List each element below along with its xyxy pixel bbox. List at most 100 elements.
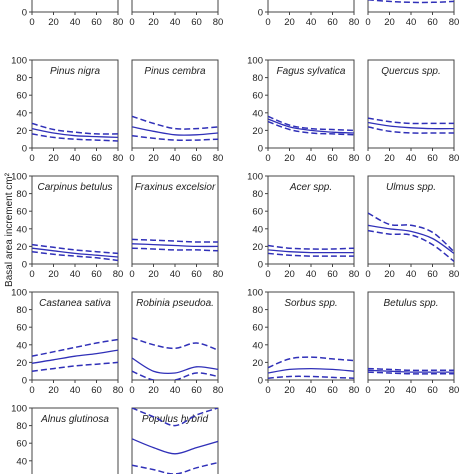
panel-title: Quercus spp. — [381, 66, 440, 77]
y-tick-label: 0 — [258, 144, 263, 155]
x-tick-label: 0 — [365, 385, 370, 396]
x-tick-label: 60 — [427, 153, 438, 164]
x-tick-label: 20 — [384, 17, 395, 28]
series-lower-bound — [368, 229, 454, 262]
series-upper-bound — [32, 338, 118, 357]
x-tick-label: 40 — [170, 385, 181, 396]
panel-frame — [31, 407, 119, 474]
y-tick-label: 80 — [252, 305, 263, 316]
y-tick-label: 60 — [16, 439, 27, 450]
y-tick-label: 40 — [252, 340, 263, 351]
y-tick-label: 40 — [16, 108, 27, 119]
panel-title: Populus hybrid — [142, 414, 209, 425]
x-tick-label: 0 — [265, 269, 270, 280]
series-upper-bound — [132, 115, 218, 130]
series-lower-bound — [268, 375, 354, 379]
panel-frame — [31, 0, 119, 13]
x-tick-label: 40 — [70, 153, 81, 164]
x-tick-label: 40 — [170, 269, 181, 280]
y-tick-label: 60 — [252, 323, 263, 334]
x-tick-label: 80 — [349, 17, 360, 28]
series-lower-bound — [368, 126, 454, 134]
series-fit-line — [268, 118, 354, 134]
y-tick-label: 0 — [22, 8, 27, 19]
y-tick-label: 80 — [252, 189, 263, 200]
x-tick-label: 80 — [113, 385, 124, 396]
x-tick-label: 80 — [113, 17, 124, 28]
series-lower-bound — [32, 133, 118, 142]
x-tick-label: 60 — [327, 269, 338, 280]
x-tick-label: 60 — [427, 17, 438, 28]
y-tick-label: 60 — [16, 323, 27, 334]
x-tick-label: 20 — [284, 153, 295, 164]
x-tick-label: 40 — [306, 17, 317, 28]
panel-title: Pinus cembra — [144, 66, 206, 77]
x-tick-label: 0 — [29, 385, 34, 396]
panel-title: Robinia pseudoa. — [136, 298, 214, 309]
y-tick-label: 60 — [16, 91, 27, 102]
x-tick-label: 60 — [191, 153, 202, 164]
x-tick-label: 80 — [213, 153, 224, 164]
x-tick-label: 60 — [191, 385, 202, 396]
series-lower-bound — [32, 361, 118, 372]
series-upper-bound — [368, 117, 454, 125]
x-tick-label: 60 — [91, 269, 102, 280]
x-tick-label: 20 — [148, 17, 159, 28]
y-tick-label: 80 — [16, 421, 27, 432]
y-tick-label: 20 — [252, 126, 263, 137]
x-tick-label: 60 — [327, 385, 338, 396]
panel-14: Sorbus spp. 0 20 40 60 80 100 0 20 40 60 80 — [247, 288, 359, 397]
x-tick-label: 0 — [365, 17, 370, 28]
panel-title: Fraxinus excelsior — [135, 182, 216, 193]
y-tick-label: 80 — [16, 73, 27, 84]
y-tick-label: 0 — [22, 144, 27, 155]
series-fit-line — [368, 121, 454, 130]
series-fit-line — [32, 247, 118, 258]
series-fit-line — [132, 126, 218, 136]
series-fit-line — [132, 357, 218, 375]
x-tick-label: 80 — [213, 385, 224, 396]
x-tick-label: 60 — [91, 153, 102, 164]
panel-title: Betulus spp. — [383, 298, 438, 309]
series-fit-line — [268, 249, 354, 254]
panel-0: 00 20 40 60 80 — [22, 0, 124, 28]
y-tick-label: 100 — [11, 404, 27, 415]
y-tick-label: 40 — [16, 224, 27, 235]
panel-frame — [267, 0, 355, 13]
series-lower-bound — [132, 461, 218, 474]
series-lower-bound — [132, 247, 218, 252]
y-tick-label: 60 — [252, 91, 263, 102]
y-tick-label: 20 — [16, 358, 27, 369]
x-tick-label: 0 — [365, 153, 370, 164]
panel-8: Carpinus betulus 0 20 40 60 80 100 0 20 40 60 80 — [11, 172, 123, 281]
y-tick-label: 40 — [252, 224, 263, 235]
panel-12: Castanea sativa 0 20 40 60 80 100 0 20 40 60 80 — [11, 288, 123, 397]
x-tick-label: 40 — [406, 269, 417, 280]
y-tick-label: 0 — [258, 260, 263, 271]
panel-title: Sorbus spp. — [284, 298, 337, 309]
x-tick-label: 40 — [170, 17, 181, 28]
x-tick-label: 0 — [129, 17, 134, 28]
y-tick-label: 0 — [258, 376, 263, 387]
panel-title: Acer spp. — [289, 182, 332, 193]
y-tick-label: 40 — [252, 108, 263, 119]
panel-frame — [131, 0, 219, 13]
x-tick-label: 20 — [384, 385, 395, 396]
series-upper-bound — [32, 243, 118, 255]
x-tick-label: 40 — [306, 385, 317, 396]
x-tick-label: 80 — [113, 269, 124, 280]
panel-title: Fagus sylvatica — [277, 66, 346, 77]
panel-10: Acer spp. 0 20 40 60 80 100 0 20 40 60 80 — [247, 172, 359, 281]
panel-15: Betulus spp. 0 20 40 60 80 — [365, 291, 459, 396]
series-lower-bound — [132, 134, 218, 142]
series-fit-line — [268, 367, 354, 374]
x-tick-label: 80 — [113, 153, 124, 164]
y-axis-label: Basal area increment cm² — [4, 172, 15, 287]
x-tick-label: 40 — [406, 385, 417, 396]
x-tick-label: 80 — [213, 17, 224, 28]
panel-title: Alnus glutinosa — [40, 414, 109, 425]
x-tick-label: 20 — [148, 269, 159, 280]
series-upper-bound — [32, 122, 118, 135]
x-tick-label: 60 — [91, 17, 102, 28]
y-tick-label: 0 — [22, 376, 27, 387]
